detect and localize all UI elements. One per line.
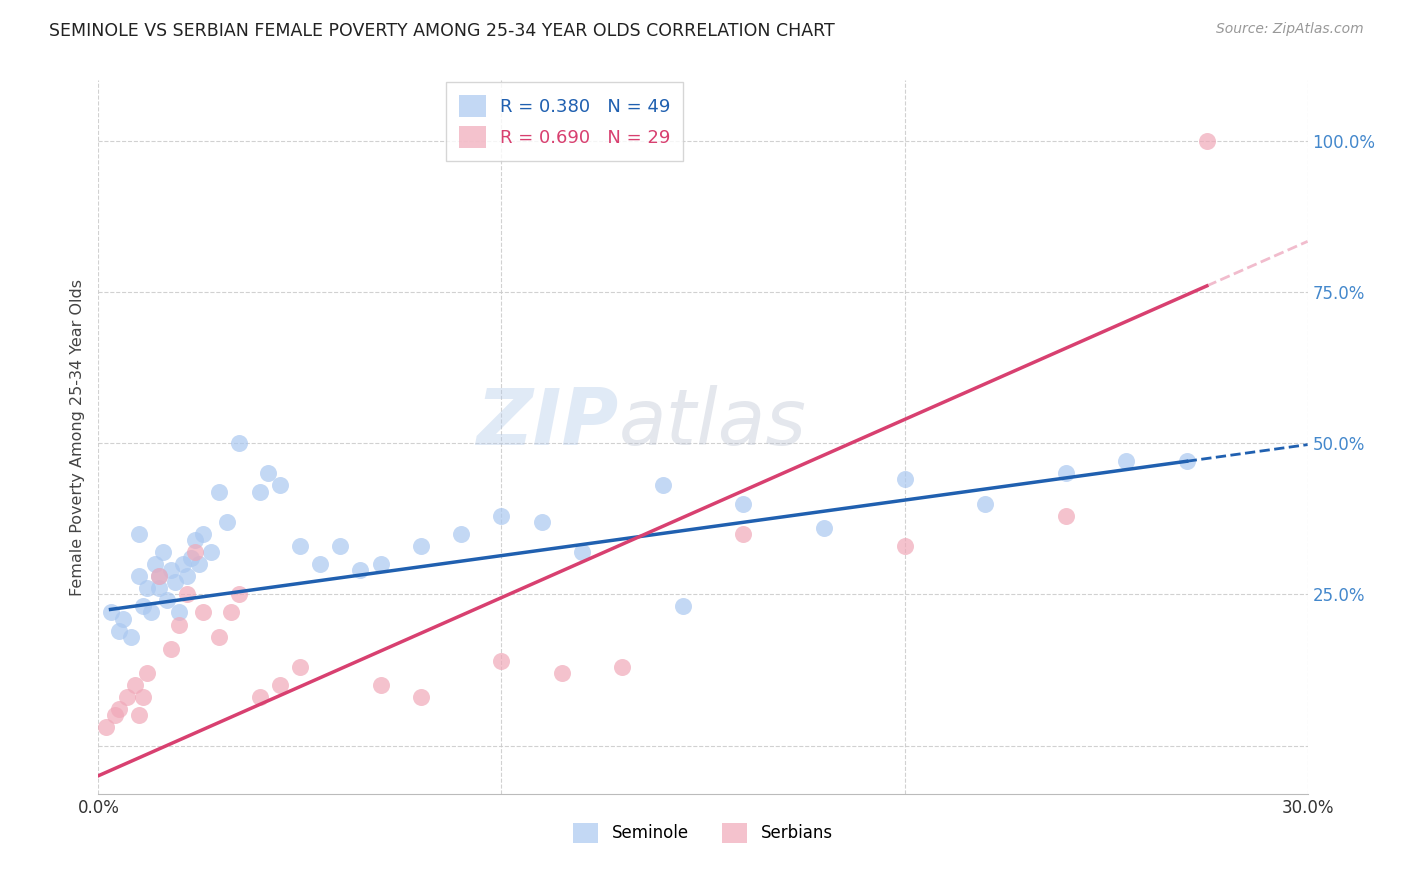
- Point: [309, 557, 332, 571]
- Point: [180, 551, 202, 566]
- Point: [172, 557, 194, 571]
- Point: [148, 581, 170, 595]
- Point: [1054, 508, 1077, 523]
- Point: [571, 545, 593, 559]
- Point: [1195, 134, 1218, 148]
- Point: [813, 521, 835, 535]
- Point: [370, 678, 392, 692]
- Point: [228, 436, 250, 450]
- Legend: Seminole, Serbians: Seminole, Serbians: [567, 816, 839, 850]
- Point: [135, 665, 157, 680]
- Point: [530, 515, 553, 529]
- Point: [100, 606, 122, 620]
- Point: [329, 539, 352, 553]
- Point: [491, 654, 513, 668]
- Point: [135, 581, 157, 595]
- Point: [143, 557, 166, 571]
- Point: [160, 563, 183, 577]
- Point: [163, 575, 186, 590]
- Text: SEMINOLE VS SERBIAN FEMALE POVERTY AMONG 25-34 YEAR OLDS CORRELATION CHART: SEMINOLE VS SERBIAN FEMALE POVERTY AMONG…: [49, 22, 835, 40]
- Point: [152, 545, 174, 559]
- Text: atlas: atlas: [619, 384, 806, 461]
- Point: [111, 611, 134, 625]
- Point: [249, 484, 271, 499]
- Point: [208, 484, 231, 499]
- Point: [974, 497, 997, 511]
- Point: [893, 539, 915, 553]
- Point: [132, 599, 155, 614]
- Point: [733, 497, 755, 511]
- Point: [148, 569, 170, 583]
- Point: [128, 708, 150, 723]
- Point: [228, 587, 250, 601]
- Point: [188, 557, 211, 571]
- Point: [893, 472, 915, 486]
- Y-axis label: Female Poverty Among 25-34 Year Olds: Female Poverty Among 25-34 Year Olds: [69, 278, 84, 596]
- Point: [269, 478, 291, 492]
- Point: [409, 690, 432, 705]
- Point: [256, 467, 278, 481]
- Point: [160, 641, 183, 656]
- Point: [128, 569, 150, 583]
- Point: [139, 606, 162, 620]
- Point: [193, 526, 215, 541]
- Point: [103, 708, 125, 723]
- Point: [167, 606, 190, 620]
- Point: [288, 539, 311, 553]
- Point: [491, 508, 513, 523]
- Point: [370, 557, 392, 571]
- Point: [176, 569, 198, 583]
- Point: [124, 678, 146, 692]
- Point: [148, 569, 170, 583]
- Point: [1115, 454, 1137, 468]
- Point: [128, 526, 150, 541]
- Point: [120, 630, 142, 644]
- Point: [132, 690, 155, 705]
- Point: [115, 690, 138, 705]
- Text: Source: ZipAtlas.com: Source: ZipAtlas.com: [1216, 22, 1364, 37]
- Point: [672, 599, 695, 614]
- Point: [450, 526, 472, 541]
- Point: [107, 624, 129, 638]
- Point: [651, 478, 673, 492]
- Point: [96, 720, 118, 734]
- Point: [176, 587, 198, 601]
- Point: [409, 539, 432, 553]
- Point: [269, 678, 291, 692]
- Point: [167, 617, 190, 632]
- Point: [200, 545, 222, 559]
- Text: ZIP: ZIP: [477, 384, 619, 461]
- Point: [1175, 454, 1198, 468]
- Point: [221, 606, 243, 620]
- Point: [1054, 467, 1077, 481]
- Point: [193, 606, 215, 620]
- Point: [156, 593, 179, 607]
- Point: [551, 665, 574, 680]
- Point: [217, 515, 239, 529]
- Point: [288, 660, 311, 674]
- Point: [249, 690, 271, 705]
- Point: [184, 533, 207, 547]
- Point: [107, 702, 129, 716]
- Point: [184, 545, 207, 559]
- Point: [208, 630, 231, 644]
- Point: [349, 563, 371, 577]
- Point: [612, 660, 634, 674]
- Point: [733, 526, 755, 541]
